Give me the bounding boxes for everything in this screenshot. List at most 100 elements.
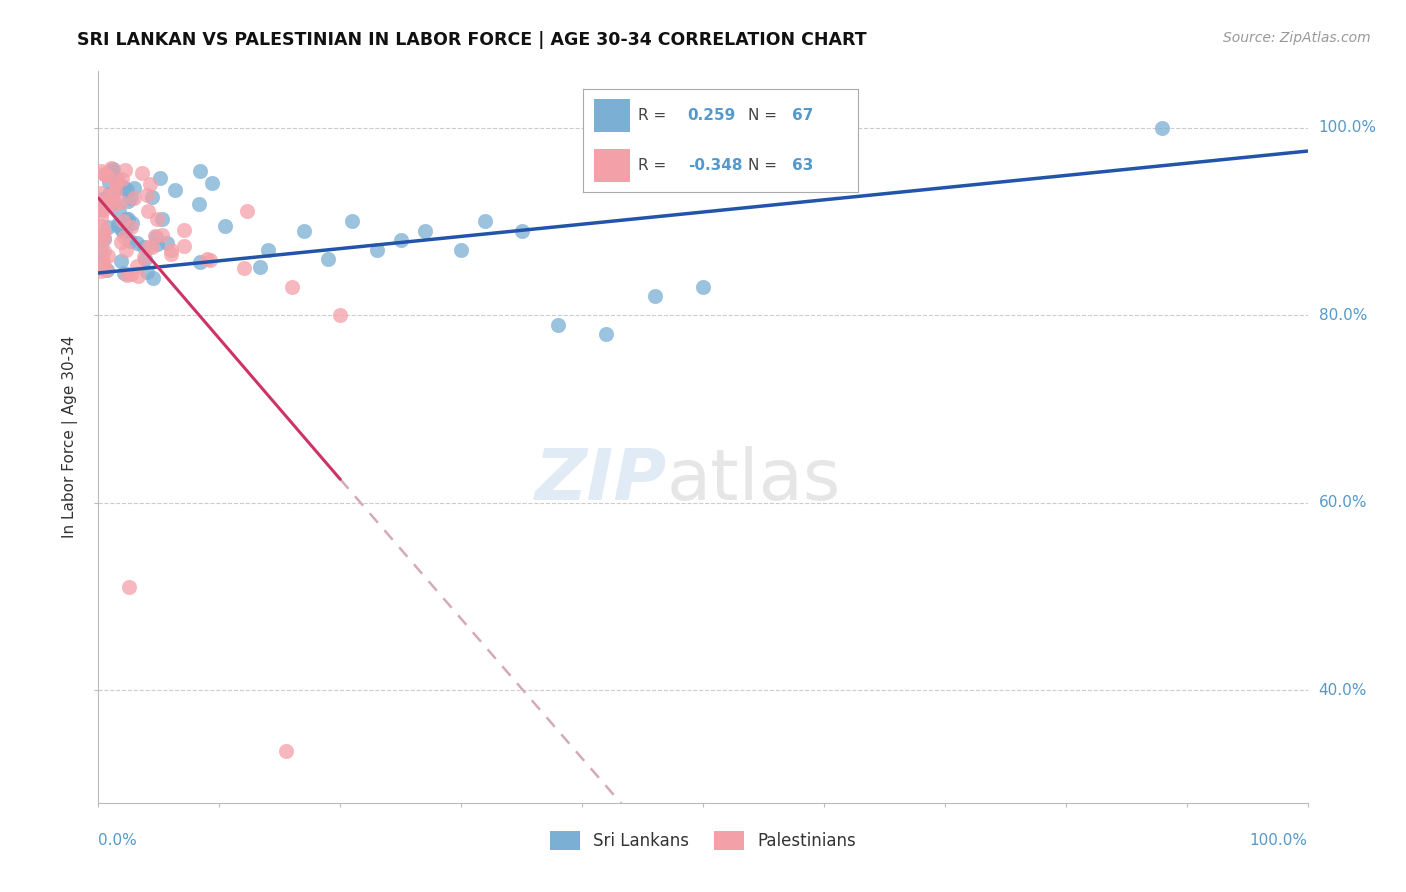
- Point: [90, 199, 112, 213]
- Point: [118, 580, 141, 594]
- Point: [91, 194, 114, 209]
- Point: [173, 223, 195, 237]
- Point: [165, 183, 187, 197]
- Point: [94, 167, 117, 181]
- Point: [510, 224, 533, 238]
- Point: [100, 161, 122, 175]
- Point: [112, 266, 135, 280]
- Point: [93, 232, 115, 246]
- Point: [142, 270, 165, 285]
- Y-axis label: In Labor Force | Age 30-34: In Labor Force | Age 30-34: [62, 335, 79, 539]
- Point: [131, 166, 153, 180]
- Point: [127, 235, 149, 250]
- Point: [112, 218, 135, 232]
- Point: [146, 212, 169, 227]
- Point: [1152, 120, 1174, 135]
- Point: [105, 172, 128, 186]
- Point: [93, 244, 115, 259]
- Point: [100, 163, 122, 178]
- Point: [115, 211, 138, 226]
- Point: [214, 219, 236, 233]
- Legend: Sri Lankans, Palestinians: Sri Lankans, Palestinians: [543, 824, 863, 856]
- Point: [96, 263, 118, 277]
- Point: [235, 203, 257, 218]
- Point: [91, 202, 114, 217]
- Point: [104, 184, 127, 198]
- Point: [90, 211, 112, 225]
- Point: [160, 243, 183, 257]
- Point: [117, 194, 139, 208]
- Point: [160, 247, 183, 261]
- Point: [342, 214, 364, 228]
- Point: [141, 240, 163, 254]
- Point: [97, 220, 120, 235]
- Point: [156, 235, 179, 250]
- Point: [90, 164, 112, 178]
- Point: [114, 224, 136, 238]
- Point: [93, 231, 115, 245]
- Point: [389, 233, 412, 247]
- Point: [90, 186, 112, 200]
- Point: [96, 168, 118, 182]
- Point: [90, 238, 112, 252]
- Point: [110, 194, 132, 209]
- Text: N =: N =: [748, 158, 782, 173]
- Text: 0.0%: 0.0%: [98, 833, 138, 848]
- Point: [450, 243, 472, 257]
- Point: [136, 203, 159, 218]
- Point: [188, 164, 211, 178]
- Point: [121, 216, 143, 230]
- Point: [111, 222, 134, 236]
- Point: [110, 235, 132, 249]
- Text: 100.0%: 100.0%: [1250, 833, 1308, 848]
- Point: [132, 239, 155, 253]
- Point: [125, 259, 148, 273]
- Point: [150, 228, 173, 243]
- Point: [135, 187, 157, 202]
- Point: [110, 254, 132, 268]
- Point: [105, 178, 128, 192]
- Point: [112, 181, 135, 195]
- Text: 60.0%: 60.0%: [1319, 495, 1367, 510]
- Point: [292, 224, 315, 238]
- Text: 63: 63: [792, 158, 813, 173]
- Point: [115, 184, 138, 198]
- Point: [120, 191, 142, 205]
- Point: [107, 217, 129, 231]
- Point: [120, 267, 142, 281]
- Point: [152, 211, 174, 226]
- Point: [90, 256, 112, 270]
- Text: ZIP: ZIP: [534, 447, 666, 516]
- Point: [111, 214, 134, 228]
- Point: [145, 230, 167, 244]
- Point: [644, 289, 666, 303]
- Point: [97, 195, 120, 210]
- Point: [97, 197, 120, 211]
- Point: [135, 265, 157, 279]
- Point: [124, 180, 146, 194]
- Text: 80.0%: 80.0%: [1319, 308, 1367, 323]
- Text: Source: ZipAtlas.com: Source: ZipAtlas.com: [1223, 31, 1371, 45]
- Point: [105, 173, 128, 187]
- Point: [198, 252, 221, 267]
- Point: [118, 234, 141, 248]
- Point: [187, 196, 209, 211]
- Text: -0.348: -0.348: [688, 158, 742, 173]
- Point: [91, 257, 114, 271]
- Point: [143, 229, 166, 244]
- Text: 40.0%: 40.0%: [1319, 682, 1367, 698]
- Point: [90, 227, 112, 242]
- Point: [90, 244, 112, 259]
- Point: [90, 192, 112, 206]
- Point: [201, 176, 224, 190]
- Point: [107, 204, 129, 219]
- Point: [413, 224, 436, 238]
- Point: [111, 179, 134, 194]
- Point: [139, 177, 162, 191]
- Point: [121, 219, 143, 234]
- Point: [94, 262, 117, 277]
- Point: [146, 236, 169, 251]
- Point: [547, 318, 569, 332]
- Bar: [595, 99, 630, 132]
- Point: [101, 186, 124, 201]
